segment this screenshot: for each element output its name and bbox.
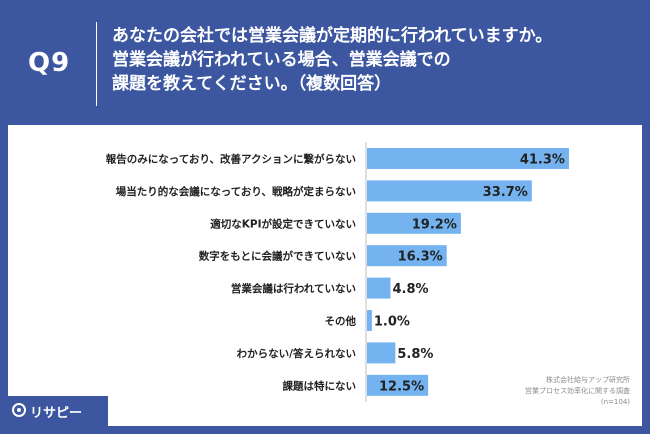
category-label: 適切なKPIが設定できていない (210, 217, 356, 230)
bar (367, 374, 429, 396)
category-label: 営業会議は行われていない (231, 282, 356, 295)
question-line-3: 課題を教えてください。（複数回答） (112, 74, 392, 94)
category-label: 報告のみになっており、改善アクションに繋がらない (106, 153, 356, 166)
category-label: 課題は特にない (283, 379, 357, 392)
question-line-2: 営業会議が行われている場合、営業会議での (112, 50, 451, 70)
bar (367, 342, 396, 364)
category-label: その他 (325, 315, 357, 328)
value-label: 33.7% (483, 185, 528, 200)
category-label: 場当たり的な会議になっており、戦略が定まらない (116, 185, 356, 198)
question-number: Q9 (28, 48, 71, 78)
value-label: 19.2% (412, 217, 457, 232)
value-label: 1.0% (374, 315, 410, 330)
footnote-sample-size: (n=104) (600, 398, 630, 406)
bar (367, 277, 391, 299)
footnote-survey: 営業プロセス効率化に関する調査 (525, 387, 630, 395)
bar (367, 180, 532, 202)
question-line-1: あなたの会社では営業会議が定期的に行われていますか。 (112, 26, 553, 46)
footnote: 株式会社給与アップ研究所 営業プロセス効率化に関する調査 (n=104) (525, 375, 630, 408)
brand-logo: リサピー (8, 396, 108, 426)
value-label: 5.8% (397, 347, 433, 362)
value-label: 12.5% (379, 379, 424, 394)
value-label: 41.3% (520, 153, 565, 168)
category-label: わからない/答えられない (237, 347, 356, 360)
bar-chart: 報告のみになっており、改善アクションに繋がらない 41.3% 場当たり的な会議になっ… (106, 142, 569, 402)
bar (367, 310, 372, 331)
question-text: あなたの会社では営業会議が定期的に行われていますか。 営業会議が行われている場合… (112, 24, 642, 96)
bar (367, 245, 447, 267)
brand-name: リサピー (30, 406, 83, 421)
chart-panel: 報告のみになっており、改善アクションに繋がらない 41.3% 場当たり的な会議になっ… (8, 125, 642, 426)
question-header: Q9 あなたの会社では営業会議が定期的に行われていますか。 営業会議が行われてい… (0, 0, 650, 122)
value-label: 16.3% (398, 250, 443, 265)
bar (367, 148, 569, 169)
bar (367, 212, 461, 234)
header-divider (96, 22, 97, 106)
category-label: 数字をもとに会議ができていない (198, 250, 356, 263)
search-icon (12, 403, 26, 417)
footnote-company: 株式会社給与アップ研究所 (546, 376, 630, 384)
value-label: 4.8% (392, 282, 428, 297)
